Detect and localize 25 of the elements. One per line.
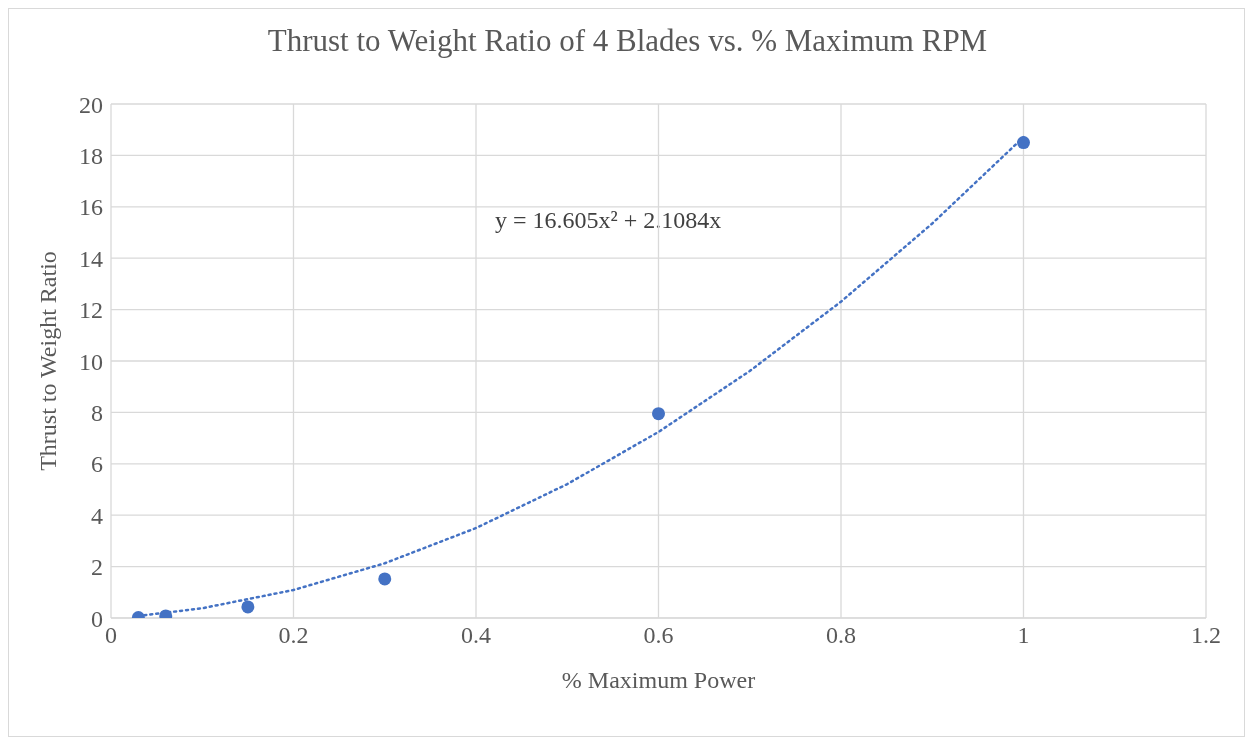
- y-tick-label: 4: [91, 502, 103, 529]
- x-tick-label: 0.8: [826, 622, 856, 649]
- point: [241, 600, 255, 614]
- chart-title: Thrust to Weight Ratio of 4 Blades vs. % Maximum RPM: [266, 23, 989, 59]
- y-tick-label: 2: [91, 554, 103, 581]
- y-tick-label: 12: [79, 297, 103, 324]
- y-tick-label: 6: [91, 451, 103, 478]
- x-tick-label: 0.6: [643, 622, 674, 649]
- x-axis-title: % Maximum Power: [561, 667, 756, 693]
- point: [378, 572, 392, 586]
- y-tick-label: 10: [79, 348, 103, 375]
- y-tick-label: 14: [79, 245, 103, 272]
- y-axis-title: Thrust to Weight Ratio: [34, 251, 61, 471]
- x-tick-label: 1.2: [1191, 622, 1221, 649]
- y-tick-label: 8: [91, 399, 103, 426]
- point: [652, 407, 665, 421]
- point: [1017, 136, 1030, 150]
- y-tick-label: 18: [79, 142, 103, 169]
- x-tick-label: 1: [1017, 622, 1030, 649]
- annotation: y = 16.605x² + 2.1084x: [495, 207, 722, 234]
- x-tick-label: 0.2: [278, 622, 309, 649]
- y-tick-label: 20: [79, 91, 103, 118]
- y-tick-label: 0: [91, 605, 103, 632]
- x-tick-label: 0.4: [461, 622, 491, 649]
- y-tick-label: 16: [79, 194, 103, 221]
